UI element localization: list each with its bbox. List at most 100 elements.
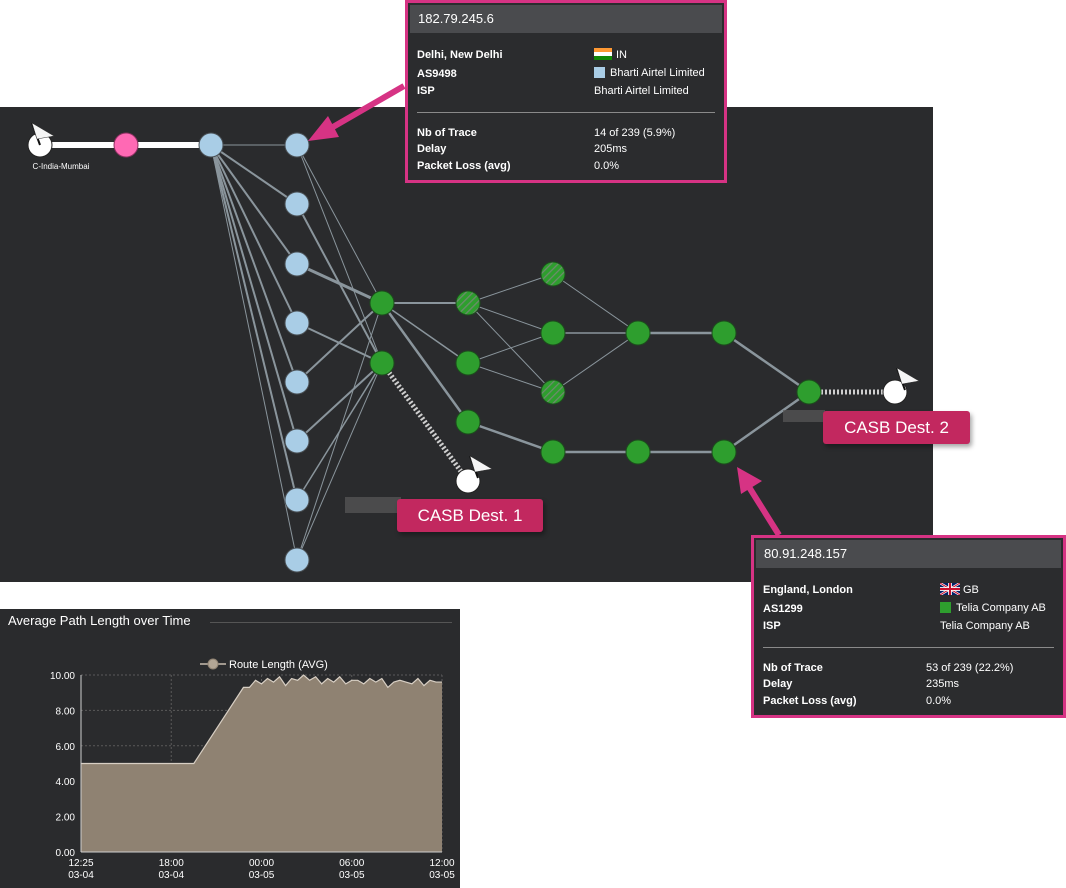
- x-tick-time: 12:00: [429, 858, 454, 869]
- x-tick-date: 03-04: [158, 870, 184, 881]
- hop-node-g8: [625, 439, 651, 465]
- x-tick-date: 03-04: [68, 870, 94, 881]
- hop-node-h1: [455, 290, 481, 316]
- tooltip-country: GB: [940, 583, 979, 596]
- casb-dest1-callout: CASB Dest. 1: [397, 499, 543, 532]
- link-b1-g2: [296, 144, 383, 364]
- tooltip-trace-value: 14 of 239 (5.9%): [594, 127, 676, 139]
- series-line: [81, 674, 442, 765]
- path-length-chart: 0.002.004.006.008.0010.0012:2503-0418:00…: [50, 658, 455, 881]
- hop-node-g7: [625, 320, 651, 346]
- tooltip-loss-value: 0.0%: [594, 160, 620, 172]
- link-b5-g1: [296, 302, 383, 383]
- series-area: [81, 675, 442, 852]
- link-b0-b2: [210, 144, 298, 205]
- tooltip-delay-label: Delay: [763, 678, 793, 690]
- link-h1-h2: [467, 273, 554, 304]
- hop-node-b1: [284, 132, 310, 158]
- path-length-chart-panel: Average Path Length over Time 0.00 2.00 4.…: [0, 609, 460, 888]
- link-b3-g1: [296, 262, 383, 305]
- hop-node-g3: [455, 350, 481, 376]
- tooltip-delay-value: 235ms: [926, 678, 960, 690]
- link-g9-g11: [723, 331, 810, 394]
- y-tick-label: 4.00: [56, 777, 76, 788]
- hop-node-d2: [882, 379, 908, 405]
- tooltip-isp-value: Telia Company AB: [940, 620, 1030, 632]
- hop-node-b4: [284, 310, 310, 336]
- uk-flag-icon: [940, 583, 960, 595]
- hop-node-g2: [369, 350, 395, 376]
- tooltip-country: IN: [594, 48, 627, 61]
- tooltip-ip: 182.79.245.6: [410, 5, 722, 33]
- chart-title-rule: [210, 622, 452, 623]
- x-tick-date: 03-05: [429, 870, 455, 881]
- casb-dest2-callout: CASB Dest. 2: [823, 411, 970, 444]
- tooltip-ip: 80.91.248.157: [756, 540, 1061, 568]
- dest1-flag-icon: [469, 455, 493, 473]
- link-b0-b7: [210, 144, 298, 501]
- hop-node-g5: [540, 320, 566, 346]
- hop-node-g9: [711, 320, 737, 346]
- x-tick-time: 18:00: [159, 858, 184, 869]
- hop-node-b8: [284, 547, 310, 573]
- link-b8-g1: [296, 302, 383, 561]
- tooltip-loss-value: 0.0%: [926, 695, 952, 707]
- link-b8-g2: [296, 362, 383, 561]
- link-g3-h3: [467, 362, 554, 393]
- x-tick-time: 06:00: [339, 858, 364, 869]
- tooltip-trace-value: 53 of 239 (22.2%): [926, 662, 1014, 674]
- hop-node-g1: [369, 290, 395, 316]
- hop-node-h3: [540, 379, 566, 405]
- hop-node-b7: [284, 487, 310, 513]
- y-tick-label: 6.00: [56, 742, 76, 753]
- link-g4-g6: [467, 420, 554, 454]
- tooltip-location: England, London: [763, 584, 853, 596]
- legend-label: Route Length (AVG): [229, 659, 328, 671]
- link-b1-g1: [296, 144, 383, 304]
- india-flag-icon: [594, 48, 612, 60]
- asn-color-swatch: [940, 602, 951, 613]
- link-b0-b6: [210, 144, 298, 442]
- link-b0-b4: [210, 144, 298, 324]
- dest2-label-bar: [783, 410, 825, 422]
- asn-color-swatch: [594, 67, 605, 78]
- source-label: C-India-Mumbai: [33, 162, 90, 171]
- link-h2-g7: [552, 273, 639, 334]
- tooltip-loss-label: Packet Loss (avg): [417, 160, 511, 172]
- x-tick-time: 12:25: [68, 858, 93, 869]
- legend-marker: [207, 658, 219, 670]
- tooltip-delay-value: 205ms: [594, 143, 628, 155]
- hop-tooltip-delhi: 182.79.245.6 Delhi, New Delhi IN AS9498 …: [405, 0, 727, 183]
- tooltip-asn-label: AS9498: [417, 68, 457, 80]
- source-flag-icon: [31, 122, 55, 140]
- tooltip-trace-label: Nb of Trace: [417, 127, 477, 139]
- tooltip-loss-label: Packet Loss (avg): [763, 695, 857, 707]
- link-b6-g2: [296, 362, 383, 442]
- tooltip-divider: [763, 647, 1054, 648]
- hop-node-d1: [455, 468, 481, 494]
- path-graph: C-India-Mumbai: [27, 122, 920, 573]
- hop-node-b3: [284, 251, 310, 277]
- tooltip-divider: [417, 112, 715, 113]
- hop-node-b2: [284, 191, 310, 217]
- dashed-link-dest1: [379, 361, 471, 483]
- hop-node-g11: [796, 379, 822, 405]
- link-g1-g4: [380, 302, 470, 423]
- link-b0-b8: [210, 144, 298, 561]
- hop-node-g4: [455, 409, 481, 435]
- tooltip-asn: Bharti Airtel Limited: [594, 67, 705, 79]
- hop-node-b6: [284, 428, 310, 454]
- link-h1-h3: [467, 302, 554, 393]
- tooltip-delay-label: Delay: [417, 143, 447, 155]
- link-b0-b3: [210, 144, 298, 265]
- link-b0-b5: [210, 144, 298, 383]
- tooltip-isp-value: Bharti Airtel Limited: [594, 85, 689, 97]
- link-h3-g7: [552, 332, 639, 393]
- link-h1-g5: [467, 302, 554, 334]
- hop-node-h2: [540, 261, 566, 287]
- hop-tooltip-london: 80.91.248.157 England, London GB AS1299 …: [751, 535, 1066, 718]
- hop-node-b5: [284, 369, 310, 395]
- link-g10-g11: [723, 390, 810, 454]
- tooltip-isp-label: ISP: [763, 620, 781, 632]
- tooltip-asn: Telia Company AB: [940, 602, 1046, 614]
